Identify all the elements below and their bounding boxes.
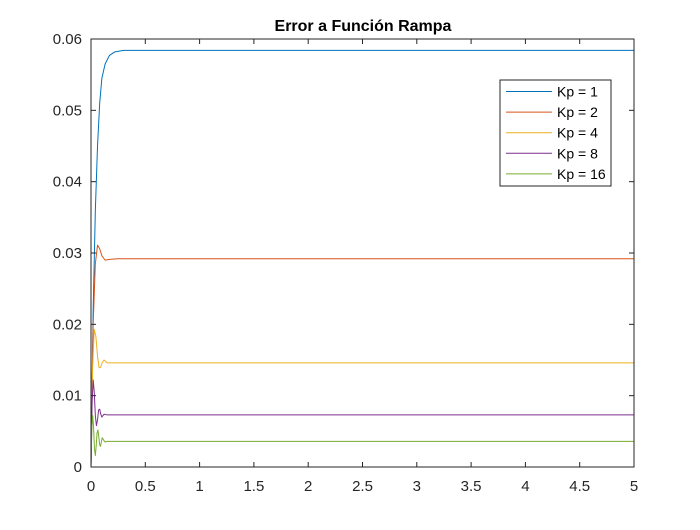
chart-title: Error a Función Rampa bbox=[275, 18, 452, 35]
x-tick-label: 3.5 bbox=[461, 478, 482, 495]
plot-area bbox=[90, 49, 634, 468]
legend: Kp = 1 Kp = 2 Kp = 4 Kp = 8 Kp = 16 bbox=[499, 79, 612, 187]
x-tick-label: 1 bbox=[195, 478, 203, 495]
x-tick-label: 0 bbox=[87, 478, 95, 495]
x-tick-label: 2.5 bbox=[352, 478, 373, 495]
series-line-2 bbox=[90, 244, 634, 468]
y-tick-label: 0.06 bbox=[53, 31, 82, 48]
x-tick-label: 1.5 bbox=[243, 478, 264, 495]
series-line-1 bbox=[90, 49, 634, 468]
x-tick-label: 5 bbox=[630, 478, 638, 495]
y-tick-label: 0.01 bbox=[53, 388, 82, 405]
x-tick-label: 2 bbox=[304, 478, 312, 495]
y-tick-label: 0.03 bbox=[53, 245, 82, 262]
y-tick-label: 0.05 bbox=[53, 102, 82, 119]
x-tick-label: 4.5 bbox=[569, 478, 590, 495]
axes: 0 0.5 1 1.5 2 2.5 3 3.5 4 4.5 5 0 0.01 0.02 0.03 0.04 0.… bbox=[53, 31, 638, 495]
y-tick-label: 0 bbox=[74, 459, 82, 476]
x-tick-label: 4 bbox=[521, 478, 529, 495]
legend-label-3: Kp = 4 bbox=[557, 125, 598, 141]
legend-label-1: Kp = 1 bbox=[557, 84, 598, 100]
x-tick-label: 0.5 bbox=[135, 478, 156, 495]
legend-label-4: Kp = 8 bbox=[557, 145, 598, 161]
legend-label-2: Kp = 2 bbox=[557, 104, 598, 120]
series-line-4 bbox=[90, 379, 634, 468]
series-line-5 bbox=[90, 415, 634, 468]
x-tick-label: 3 bbox=[413, 478, 421, 495]
legend-label-5: Kp = 16 bbox=[557, 166, 606, 182]
series-line-3 bbox=[90, 328, 634, 468]
y-tick-label: 0.02 bbox=[53, 316, 82, 333]
y-tick-label: 0.04 bbox=[53, 174, 82, 191]
